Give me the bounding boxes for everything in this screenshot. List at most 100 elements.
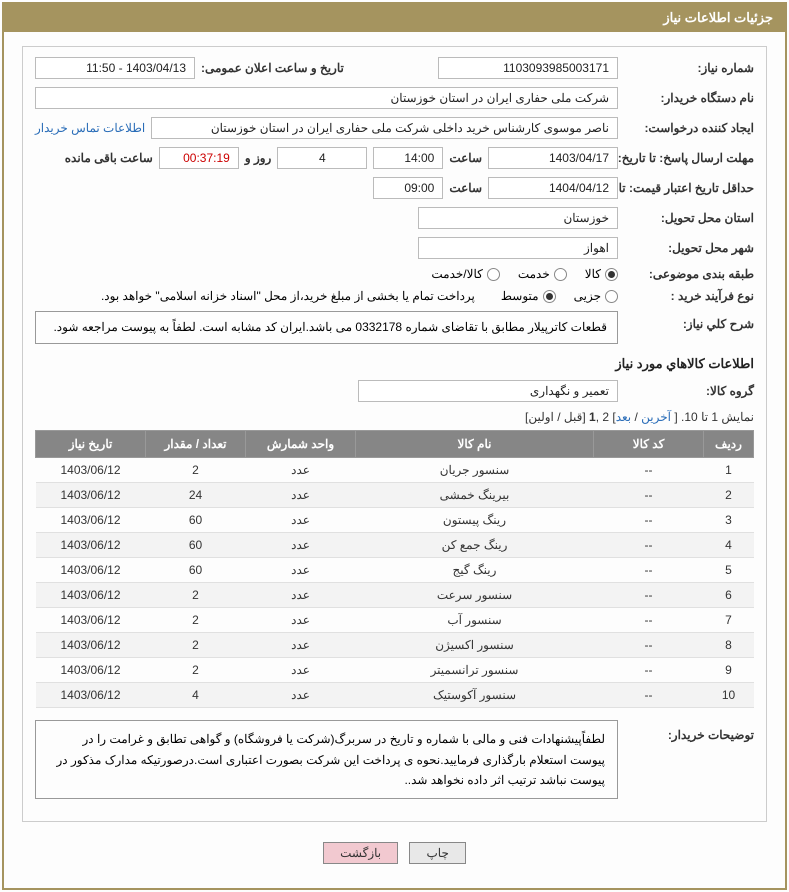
- cell-qty: 2: [146, 608, 246, 633]
- cell-code: --: [594, 583, 704, 608]
- process-note: پرداخت تمام یا بخشی از مبلغ خرید،از محل …: [101, 289, 475, 303]
- cell-name: سنسور اکسیژن: [356, 633, 594, 658]
- time-label-2: ساعت: [449, 181, 482, 195]
- cell-name: سنسور ترانسمیتر: [356, 658, 594, 683]
- cell-n: 1: [704, 458, 754, 483]
- row-group: گروه کالا: تعمیر و نگهداری: [35, 380, 754, 402]
- pag-one: 1: [589, 410, 596, 424]
- cell-unit: عدد: [246, 608, 356, 633]
- province-label: استان محل تحویل:: [624, 211, 754, 225]
- pag-next[interactable]: بعد: [616, 410, 631, 424]
- radio-medium-label: متوسط: [501, 289, 539, 303]
- group-value: تعمیر و نگهداری: [358, 380, 618, 402]
- cell-n: 2: [704, 483, 754, 508]
- radio-goods-circle: [605, 268, 618, 281]
- panel-header: جزئیات اطلاعات نیاز: [4, 4, 785, 32]
- table-row: 2--بیرینگ خمشیعدد241403/06/12: [36, 483, 754, 508]
- cell-qty: 2: [146, 458, 246, 483]
- process-radio-group: جزیی متوسط: [501, 289, 618, 303]
- radio-medium[interactable]: متوسط: [501, 289, 556, 303]
- th-name: نام کالا: [356, 431, 594, 458]
- cell-n: 6: [704, 583, 754, 608]
- desc-box: قطعات کاترپیلار مطابق با تقاضای شماره 03…: [35, 311, 618, 344]
- table-row: 7--سنسور آبعدد21403/06/12: [36, 608, 754, 633]
- cell-date: 1403/06/12: [36, 508, 146, 533]
- city-value: اهواز: [418, 237, 618, 259]
- cell-date: 1403/06/12: [36, 533, 146, 558]
- cell-code: --: [594, 608, 704, 633]
- radio-service-circle: [554, 268, 567, 281]
- cell-qty: 2: [146, 633, 246, 658]
- cell-date: 1403/06/12: [36, 483, 146, 508]
- cell-unit: عدد: [246, 633, 356, 658]
- cell-unit: عدد: [246, 483, 356, 508]
- days-word: روز و: [245, 151, 272, 165]
- buyer-org-label: نام دستگاه خریدار:: [624, 91, 754, 105]
- table-row: 3--رینگ پیستونعدد601403/06/12: [36, 508, 754, 533]
- cell-qty: 60: [146, 558, 246, 583]
- cell-date: 1403/06/12: [36, 633, 146, 658]
- table-row: 5--رینگ گیجعدد601403/06/12: [36, 558, 754, 583]
- cell-unit: عدد: [246, 458, 356, 483]
- table-row: 6--سنسور سرعتعدد21403/06/12: [36, 583, 754, 608]
- row-process: نوع فرآیند خرید : جزیی متوسط پرداخت تمام…: [35, 289, 754, 303]
- cell-unit: عدد: [246, 508, 356, 533]
- pagination: نمایش 1 تا 10. [ آخرین / بعد] 2 ,1 [قبل …: [35, 410, 754, 424]
- radio-both-circle: [487, 268, 500, 281]
- cell-code: --: [594, 483, 704, 508]
- group-label: گروه کالا:: [624, 384, 754, 398]
- cell-qty: 2: [146, 658, 246, 683]
- cell-date: 1403/06/12: [36, 558, 146, 583]
- row-validity: حداقل تاریخ اعتبار قیمت: تا تاریخ: 1404/…: [35, 177, 754, 199]
- cell-date: 1403/06/12: [36, 458, 146, 483]
- panel-title: جزئیات اطلاعات نیاز: [663, 10, 773, 25]
- category-radio-group: کالا خدمت کالا/خدمت: [431, 267, 618, 281]
- cell-n: 5: [704, 558, 754, 583]
- validity-date: 1404/04/12: [488, 177, 618, 199]
- radio-service[interactable]: خدمت: [518, 267, 567, 281]
- cell-n: 4: [704, 533, 754, 558]
- cell-n: 9: [704, 658, 754, 683]
- cell-qty: 24: [146, 483, 246, 508]
- radio-goods[interactable]: کالا: [585, 267, 618, 281]
- validity-label: حداقل تاریخ اعتبار قیمت: تا تاریخ:: [624, 181, 754, 195]
- desc-text: قطعات کاترپیلار مطابق با تقاضای شماره 03…: [53, 320, 607, 334]
- back-button[interactable]: بازگشت: [323, 842, 398, 864]
- th-unit: واحد شمارش: [246, 431, 356, 458]
- cell-code: --: [594, 508, 704, 533]
- province-value: خوزستان: [418, 207, 618, 229]
- row-buyer-org: نام دستگاه خریدار: شرکت ملی حفاری ایران …: [35, 87, 754, 109]
- pag-prefix: نمایش 1 تا 10. [: [671, 410, 754, 424]
- print-button[interactable]: چاپ: [409, 842, 465, 864]
- cell-name: بیرینگ خمشی: [356, 483, 594, 508]
- process-label: نوع فرآیند خرید :: [624, 289, 754, 303]
- radio-both[interactable]: کالا/خدمت: [431, 267, 499, 281]
- requester-value: ناصر موسوی کارشناس خرید داخلی شرکت ملی ح…: [151, 117, 618, 139]
- city-label: شهر محل تحویل:: [624, 241, 754, 255]
- table-row: 10--سنسور آکوستیکعدد41403/06/12: [36, 683, 754, 708]
- contact-link[interactable]: اطلاعات تماس خریدار: [35, 121, 145, 135]
- announce-value: 1403/04/13 - 11:50: [35, 57, 195, 79]
- cell-code: --: [594, 633, 704, 658]
- time-label-1: ساعت: [449, 151, 482, 165]
- radio-partial[interactable]: جزیی: [574, 289, 618, 303]
- pag-last[interactable]: آخرین: [641, 410, 671, 424]
- radio-both-label: کالا/خدمت: [431, 267, 482, 281]
- cell-name: سنسور آب: [356, 608, 594, 633]
- th-row: ردیف: [704, 431, 754, 458]
- need-no-value: 1103093985003171: [438, 57, 618, 79]
- goods-info-title: اطلاعات کالاهاي مورد نياز: [35, 356, 754, 372]
- announce-label: تاریخ و ساعت اعلان عمومی:: [201, 61, 344, 75]
- buyer-notes-label: توضیحات خریدار:: [624, 720, 754, 742]
- row-need-no: شماره نیاز: 1103093985003171 تاریخ و ساع…: [35, 57, 754, 79]
- cell-date: 1403/06/12: [36, 658, 146, 683]
- table-row: 8--سنسور اکسیژنعدد21403/06/12: [36, 633, 754, 658]
- th-date: تاریخ نیاز: [36, 431, 146, 458]
- cell-code: --: [594, 683, 704, 708]
- radio-goods-label: کالا: [585, 267, 601, 281]
- row-requester: ایجاد کننده درخواست: ناصر موسوی کارشناس …: [35, 117, 754, 139]
- table-row: 9--سنسور ترانسمیترعدد21403/06/12: [36, 658, 754, 683]
- cell-name: سنسور آکوستیک: [356, 683, 594, 708]
- table-header-row: ردیف کد کالا نام کالا واحد شمارش تعداد /…: [36, 431, 754, 458]
- deadline-label: مهلت ارسال پاسخ: تا تاریخ:: [624, 151, 754, 165]
